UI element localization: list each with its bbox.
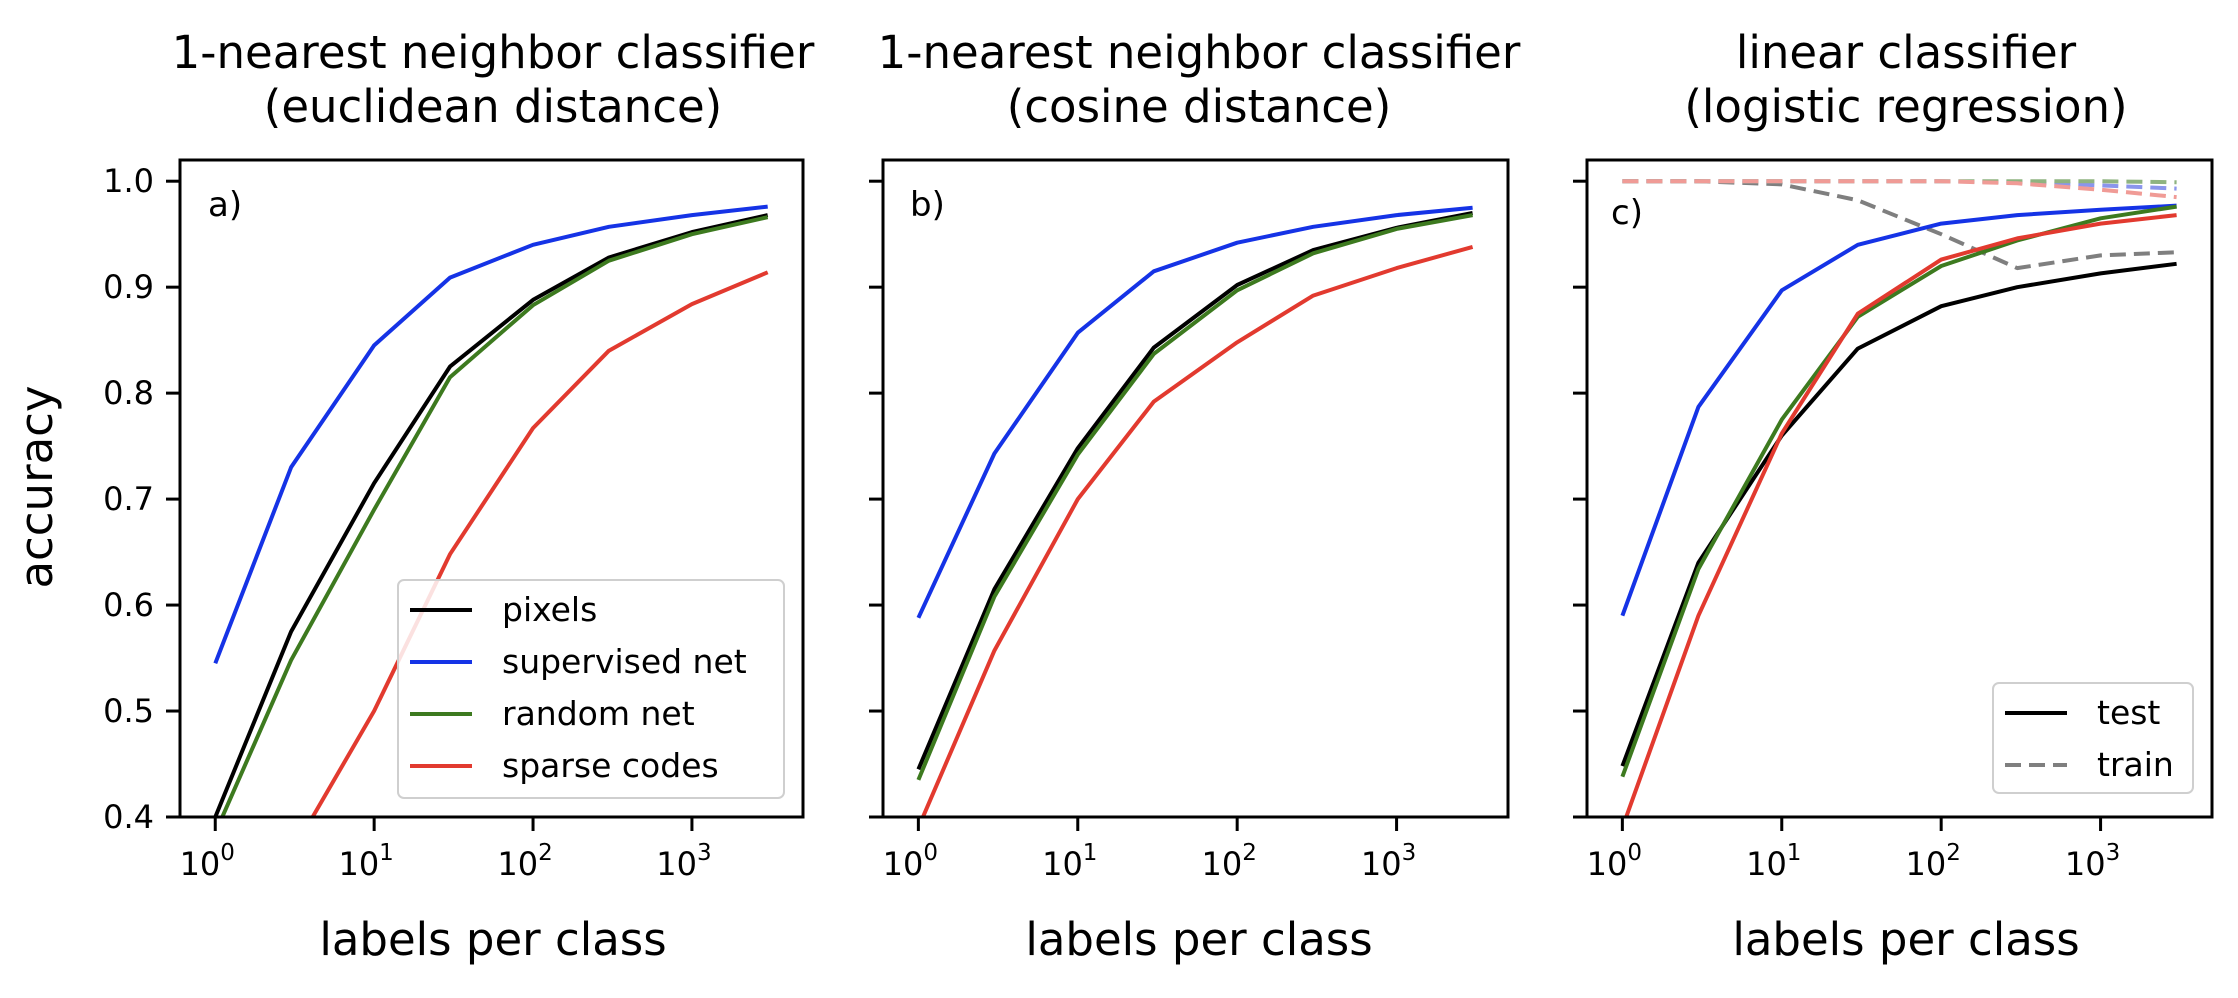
y-tick-label: 0.8	[103, 374, 154, 412]
x-tick-label: 103	[656, 840, 711, 883]
series-line-sparse-codes-train	[1622, 179, 2177, 200]
x-tick-label: 101	[1042, 840, 1097, 883]
series-line-pixels-train	[1622, 179, 2177, 271]
series-group	[916, 205, 1474, 817]
y-tick-label: 0.5	[103, 692, 154, 730]
plot-frame	[1585, 158, 2214, 819]
legend-box	[397, 579, 785, 799]
series-line-supervised-net	[916, 205, 1473, 619]
series-line-random-net	[916, 213, 1473, 781]
series-line-supervised-net	[1620, 203, 2177, 617]
legend-label: sparse codes	[502, 746, 719, 785]
x-axis-label-c: labels per class	[1732, 913, 2079, 966]
series-group	[1620, 179, 2177, 817]
panel-a: 0.4 0.5 0.6 0.7 0.8 0.9 1.0 100 101 102 103 pixels s…	[103, 158, 805, 883]
x-tick-label: 101	[1746, 840, 1801, 883]
series-line-random-net	[220, 215, 769, 817]
legend: test train	[1992, 682, 2194, 794]
y-tick-label: 1.0	[103, 162, 154, 200]
y-tick-label: 0.4	[103, 798, 154, 836]
x-tick-label: 103	[2065, 840, 2120, 883]
chart-title-c-line2: (logistic regression)	[1684, 80, 2127, 133]
x-tick-label: 103	[1361, 840, 1416, 883]
panel-label-c: c)	[1611, 193, 1643, 233]
plot-frame	[881, 158, 1510, 819]
y-tick-label: 0.7	[103, 480, 154, 518]
legend-label: train	[2097, 745, 2174, 784]
x-tick-label: 102	[1905, 840, 1960, 883]
legend-label: supervised net	[502, 642, 747, 681]
panel-label-a: a)	[208, 185, 242, 225]
y-tick-label: 0.6	[103, 586, 154, 624]
chart-title-a-line1: 1-nearest neighbor classifier	[172, 26, 815, 79]
x-tick-label: 102	[497, 840, 552, 883]
series-line-pixels	[916, 211, 1473, 771]
legend-label: pixels	[502, 590, 597, 629]
x-tick-label: 102	[1201, 840, 1256, 883]
x-axis-label-a: labels per class	[319, 913, 666, 966]
x-tick-label: 101	[338, 840, 393, 883]
panel-label-b: b)	[910, 185, 945, 225]
series-line-sparse-codes	[1624, 213, 2177, 817]
legend-label: random net	[502, 694, 695, 733]
y-tick-label: 0.9	[103, 268, 154, 306]
series-group	[213, 204, 769, 817]
panel-c: 100 101 102 103 test train	[1573, 158, 2214, 883]
chart-title-c-line1: linear classifier	[1736, 26, 2077, 79]
legend: pixels supervised net random net sparse cod…	[397, 579, 785, 799]
chart-title-b-line2: (cosine distance)	[1007, 80, 1392, 133]
series-line-sparse-codes	[920, 244, 1474, 817]
legend-label: test	[2097, 693, 2160, 732]
x-axis-label-b: labels per class	[1025, 913, 1372, 966]
x-tick-label: 100	[1587, 840, 1642, 883]
series-line-pixels	[213, 213, 769, 817]
chart-title-a-line2: (euclidean distance)	[264, 80, 722, 133]
y-axis-label: accuracy	[10, 385, 63, 588]
x-tick-label: 100	[180, 840, 235, 883]
series-line-random-net	[1620, 204, 2177, 778]
series-line-sparse-codes	[310, 270, 769, 817]
panel-b: 100 101 102 103	[869, 158, 1510, 883]
series-line-supervised-net	[213, 204, 768, 665]
plot-frame	[178, 158, 805, 819]
x-tick-label: 100	[883, 840, 938, 883]
chart-title-b-line1: 1-nearest neighbor classifier	[878, 26, 1521, 79]
